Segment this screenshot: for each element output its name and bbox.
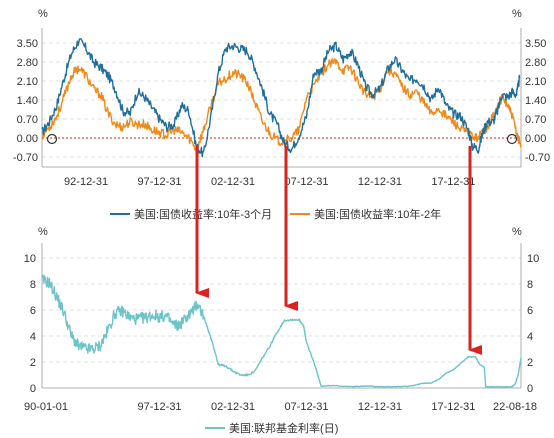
- legend-label-10y-3m: 美国:国债收益率:10年-3个月: [134, 207, 272, 221]
- top-y-tick-label-right: 2.80: [525, 57, 546, 69]
- top-x-tick-label: 92-12-31: [64, 176, 108, 188]
- top-legend: 美国:国债收益率:10年-3个月 美国:国债收益率:10年-2年: [110, 207, 441, 221]
- annotation-arrows: [195, 146, 482, 355]
- bottom-y-tick-label-left: 0: [30, 383, 36, 395]
- top-y-tick-label-right: 0.00: [525, 133, 546, 145]
- bottom-x-tick-label: 97-12-31: [138, 401, 182, 413]
- top-chart: % % 3.50 2.80 2.10 1.40 0.70 0.00 -0.70 3.50 2.…: [13, 8, 550, 188]
- top-right-unit: %: [512, 8, 522, 20]
- bottom-y-tick-label-left: 2: [30, 357, 36, 369]
- top-x-tick-label: 02-12-31: [211, 176, 255, 188]
- legend-label-10y-2y: 美国:国债收益率:10年-2年: [314, 207, 441, 221]
- top-y-tick-label-left: 0.70: [17, 114, 38, 126]
- top-y-tick-label-left: 3.50: [17, 38, 38, 50]
- bottom-y-tick-label-right: 2: [527, 357, 533, 369]
- marker-circle-right: [506, 133, 518, 145]
- top-y-tick-label-left: 1.40: [17, 95, 38, 107]
- bottom-x-tick-label: 90-01-01: [24, 401, 68, 413]
- bottom-y-tick-label-right: 8: [527, 279, 533, 291]
- bottom-y-tick-label-right: 10: [527, 253, 539, 265]
- top-y-axis-left: 3.50 2.80 2.10 1.40 0.70 0.00 -0.70: [13, 38, 38, 164]
- top-x-axis: 92-12-31 97-12-31 02-12-31 07-12-31 12-12-31…: [64, 176, 475, 188]
- bottom-y-tick-label-left: 6: [30, 305, 36, 317]
- bottom-gridlines: [41, 243, 522, 389]
- bottom-y-axis-left: 10 8 6 4 2 0: [24, 253, 36, 395]
- top-y-tick-label-left: 2.80: [17, 57, 38, 69]
- bottom-y-tick-label-left: 8: [30, 279, 36, 291]
- top-x-tick-label: 17-12-31: [431, 176, 475, 188]
- bottom-y-tick-label-left: 4: [30, 331, 36, 343]
- bottom-x-tick-label: 02-12-31: [211, 401, 255, 413]
- top-y-tick-label-right: 0.70: [525, 114, 546, 126]
- top-x-tick-label: 97-12-31: [138, 176, 182, 188]
- bottom-y-tick-label-right: 4: [527, 331, 533, 343]
- bottom-right-unit: %: [512, 226, 522, 238]
- bottom-x-tick-label: 12-12-31: [358, 401, 402, 413]
- top-y-axis-right: 3.50 2.80 2.10 1.40 0.70 0.00 -0.70: [525, 38, 550, 164]
- bottom-chart: % % 10 8 6 4 2 0 10 8 6 4 2 0 90-01-01 97-12-31 02-1…: [24, 226, 540, 413]
- legend-label-fed-funds: 美国:联邦基金利率(日): [229, 421, 338, 435]
- top-y-tick-label-right: 3.50: [525, 38, 546, 50]
- top-y-tick-label-left: 2.10: [17, 76, 38, 88]
- bottom-y-tick-label-left: 10: [24, 253, 36, 265]
- top-gridlines: [41, 28, 522, 168]
- series-line-10y-2y: [41, 58, 522, 153]
- top-x-tick-label: 07-12-31: [284, 176, 328, 188]
- top-y-tick-label-right: 1.40: [525, 95, 546, 107]
- series-line-fed-funds: [41, 274, 522, 388]
- bottom-series-lines: [41, 274, 522, 388]
- bottom-y-tick-label-right: 0: [527, 383, 533, 395]
- bottom-x-axis: 90-01-01 97-12-31 02-12-31 07-12-31 12-12-31…: [24, 401, 537, 413]
- top-y-tick-label-right: -0.70: [525, 152, 550, 164]
- series-line-10y-3m: [41, 38, 521, 158]
- marker-circle-left: [46, 133, 58, 145]
- bottom-y-tick-label-right: 6: [527, 305, 533, 317]
- bottom-left-unit: %: [38, 226, 48, 238]
- top-y-tick-label-left: -0.70: [13, 152, 38, 164]
- bottom-x-tick-label: 17-12-31: [431, 401, 475, 413]
- bottom-x-tick-label: 07-12-31: [284, 401, 328, 413]
- top-y-tick-label-left: 0.00: [17, 133, 38, 145]
- bottom-x-tick-label: 22-08-18: [493, 401, 537, 413]
- top-y-tick-label-right: 2.10: [525, 76, 546, 88]
- top-series-lines: [41, 38, 522, 158]
- bottom-legend: 美国:联邦基金利率(日): [205, 421, 338, 435]
- top-left-unit: %: [38, 8, 48, 20]
- top-x-tick-label: 12-12-31: [358, 176, 402, 188]
- bottom-y-axis-right: 10 8 6 4 2 0: [527, 253, 539, 395]
